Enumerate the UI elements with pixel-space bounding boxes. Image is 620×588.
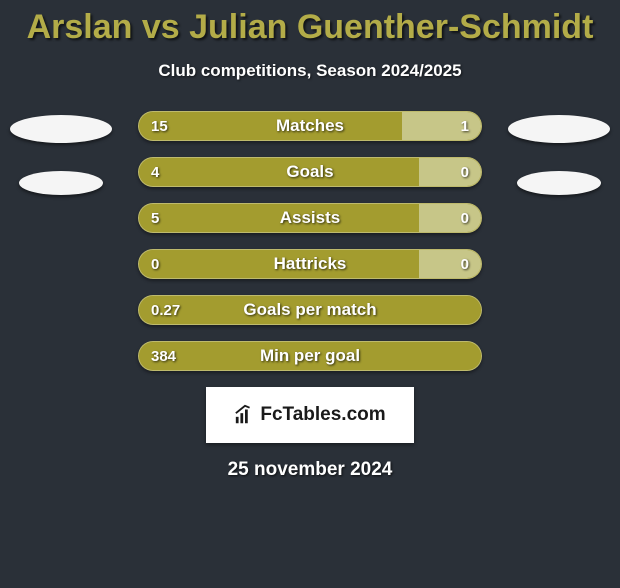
stat-row: 00Hattricks [138, 249, 482, 279]
page-title: Arslan vs Julian Guenther-Schmidt [0, 8, 620, 47]
comparison-card: Arslan vs Julian Guenther-Schmidt Club c… [0, 8, 620, 481]
stat-right-value: 0 [461, 250, 469, 278]
logo: FcTables.com [234, 404, 385, 426]
left-player-badges [10, 115, 112, 195]
stat-left-fill [139, 158, 419, 186]
stat-right-value: 0 [461, 158, 469, 186]
right-badge-small [517, 171, 601, 195]
right-badge-large [508, 115, 610, 143]
stat-row: 40Goals [138, 157, 482, 187]
stat-bars: 151Matches40Goals50Assists00Hattricks0.2… [138, 111, 482, 371]
left-badge-large [10, 115, 112, 143]
stat-right-fill [419, 250, 481, 278]
stat-left-fill [139, 204, 419, 232]
stat-left-value: 0.27 [151, 296, 180, 324]
stat-row: 0.27Goals per match [138, 295, 482, 325]
subtitle: Club competitions, Season 2024/2025 [0, 61, 620, 81]
stat-right-fill [419, 204, 481, 232]
stat-row: 50Assists [138, 203, 482, 233]
stat-row: 151Matches [138, 111, 482, 141]
stat-left-fill [139, 342, 481, 370]
stat-left-value: 15 [151, 112, 168, 140]
logo-text: FcTables.com [260, 404, 385, 426]
stat-left-value: 5 [151, 204, 159, 232]
stat-left-fill [139, 296, 481, 324]
stat-right-fill [402, 112, 481, 140]
logo-box: FcTables.com [206, 387, 414, 443]
left-badge-small [19, 171, 103, 195]
stat-row: 384Min per goal [138, 341, 482, 371]
stat-right-fill [419, 158, 481, 186]
stat-left-fill [139, 112, 402, 140]
stat-left-value: 4 [151, 158, 159, 186]
stat-left-value: 0 [151, 250, 159, 278]
stat-left-fill [139, 250, 419, 278]
content-area: 151Matches40Goals50Assists00Hattricks0.2… [0, 111, 620, 481]
right-player-badges [508, 115, 610, 195]
chart-icon [234, 404, 256, 426]
date-label: 25 november 2024 [0, 459, 620, 481]
stat-right-value: 0 [461, 204, 469, 232]
stat-right-value: 1 [461, 112, 469, 140]
stat-left-value: 384 [151, 342, 176, 370]
